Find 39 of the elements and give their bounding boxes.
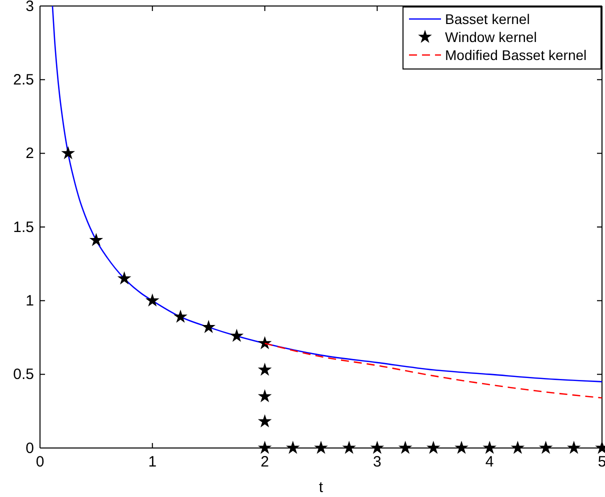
legend-label: Modified Basset kernel	[445, 47, 587, 63]
point	[484, 442, 496, 454]
point	[230, 330, 243, 342]
y-tick-label: 2	[26, 145, 34, 162]
x-tick-label: 3	[373, 454, 382, 471]
y-tick-label: 1.5	[13, 218, 34, 236]
legend-label: Window kernel	[445, 29, 537, 45]
y-tick-label: 2.5	[13, 71, 34, 88]
point	[568, 442, 580, 454]
point	[118, 272, 130, 284]
point	[258, 337, 271, 349]
y-tick-label: 3	[26, 0, 34, 15]
x-tick-label: 4	[485, 454, 494, 471]
point	[455, 442, 468, 454]
point	[286, 442, 299, 454]
y-tick-label: 0	[26, 440, 34, 457]
x-tick-label: 2	[260, 454, 269, 471]
point	[258, 390, 271, 402]
point	[371, 442, 384, 454]
point	[314, 442, 328, 454]
point	[258, 364, 271, 376]
point	[90, 234, 102, 246]
point	[427, 442, 440, 454]
point	[512, 442, 524, 454]
x-tick-label: 1	[148, 454, 157, 471]
point	[174, 310, 187, 322]
y-tick-label: 1	[26, 292, 34, 310]
point	[540, 442, 552, 454]
x-axis-title: t	[318, 479, 324, 496]
line-series	[52, 5, 603, 382]
point	[146, 294, 158, 306]
y-tick-label: 0.5	[13, 366, 34, 384]
point	[258, 415, 271, 427]
point	[343, 442, 356, 454]
point	[399, 442, 412, 454]
point	[258, 442, 271, 454]
legend-label: Basset kernel	[445, 11, 530, 27]
point	[62, 146, 74, 159]
point	[202, 320, 215, 332]
